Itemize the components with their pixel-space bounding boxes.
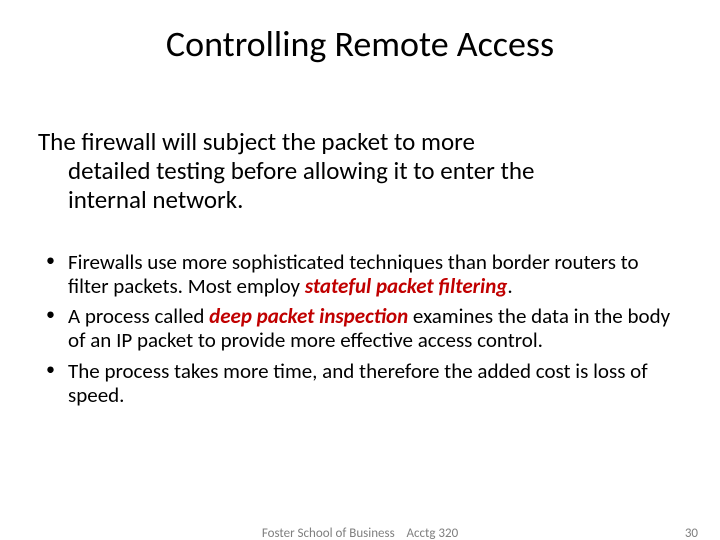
footer-page-number: 30 [685, 526, 698, 540]
bullet-list: Firewalls use more sophisticated techniq… [38, 250, 678, 413]
footer-center: Foster School of Business Acctg 320 [0, 526, 720, 540]
bullet-item: The process takes more time, and therefo… [38, 359, 678, 407]
bullet-emphasis: deep packet inspection [209, 303, 408, 329]
bullet-item: A process called deep packet inspection … [38, 304, 678, 352]
slide-title: Controlling Remote Access [0, 22, 720, 66]
intro-line-1: The firewall will subject the packet to … [38, 126, 475, 157]
bullet-emphasis: stateful packet filtering [305, 273, 508, 299]
bullet-pre: The process takes more time, and therefo… [68, 358, 648, 408]
intro-line-2: detailed testing before allowing it to e… [38, 157, 678, 215]
bullet-post: . [507, 273, 512, 299]
bullet-pre: A process called [68, 303, 209, 329]
bullet-item: Firewalls use more sophisticated techniq… [38, 250, 678, 298]
intro-line-2-text: detailed testing before allowing it to e… [68, 155, 534, 186]
slide: Controlling Remote Access The firewall w… [0, 0, 720, 540]
footer-school: Foster School of Business [262, 526, 395, 540]
intro-line-3-text: internal network. [68, 184, 243, 215]
footer-course: Acctg 320 [406, 526, 458, 540]
intro-paragraph: The firewall will subject the packet to … [38, 128, 678, 214]
